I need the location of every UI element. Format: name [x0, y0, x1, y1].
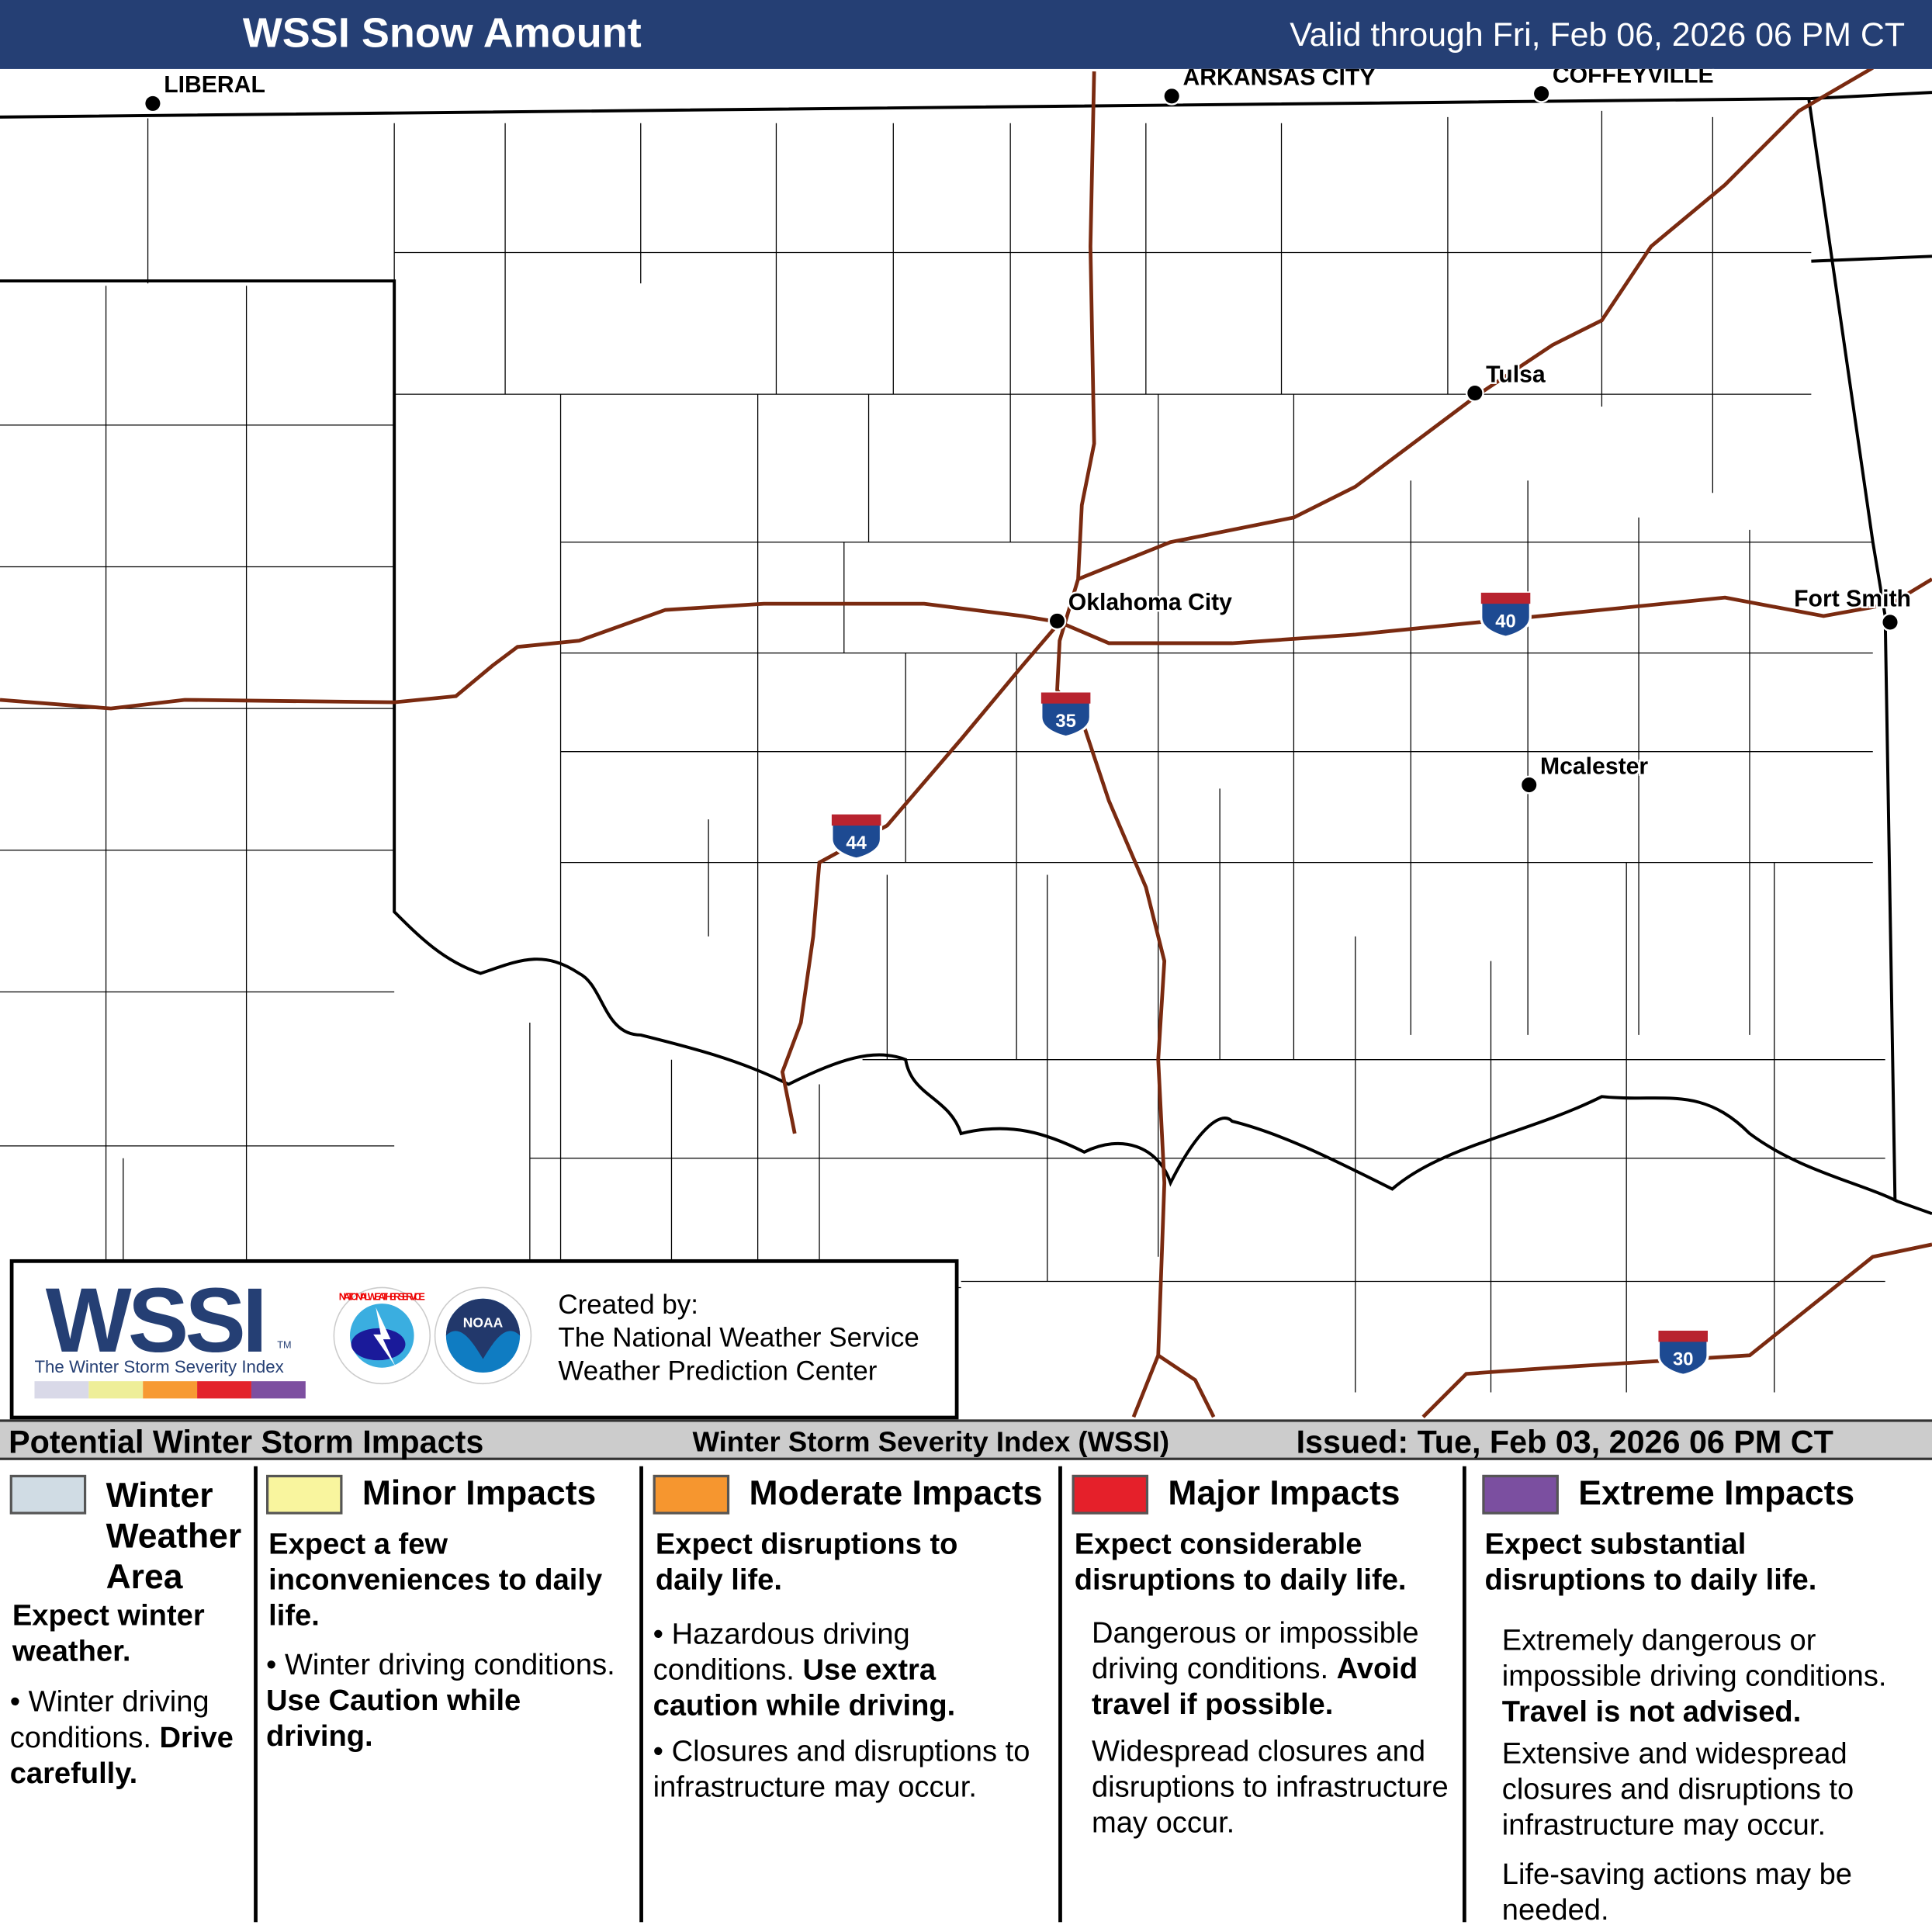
city-fort-smith: Fort Smith: [1794, 586, 1911, 611]
bullet-text: Hazardous driving conditions.: [653, 1618, 910, 1687]
category-title: Major Impacts: [1168, 1473, 1401, 1512]
color-swatch: [1072, 1474, 1149, 1515]
category-title: Winter Weather Area: [106, 1476, 242, 1596]
trademark: TM: [277, 1339, 292, 1351]
color-swatch: [1482, 1474, 1559, 1515]
city-mcalester: Mcalester: [1540, 753, 1648, 779]
color-swatch: [266, 1474, 343, 1515]
city-tulsa: Tulsa: [1486, 362, 1546, 387]
created-by: Created by: The National Weather Service…: [558, 1287, 919, 1387]
credits-box: WSSI TM The Winter Storm Severity Index …: [9, 1259, 959, 1420]
bullet-emphasis: Use extra caution while driving.: [653, 1653, 956, 1723]
org-nws: The National Weather Service: [558, 1321, 919, 1353]
bullet: • Closures and disruptions to infrastruc…: [653, 1734, 1030, 1804]
bullet: Dangerous or impossible driving conditio…: [1092, 1615, 1459, 1723]
city-dot: [1519, 775, 1539, 795]
interstate-40-shield: 40: [1480, 591, 1532, 639]
scale-swatch: [88, 1381, 144, 1399]
bullet: • Winter driving conditions. Drive caref…: [9, 1685, 234, 1791]
interstate-44-shield: 44: [830, 813, 883, 860]
city-dot: [1162, 86, 1182, 106]
shield-number: 30: [1673, 1349, 1693, 1370]
county-lines: [0, 110, 1885, 1393]
city-arkansas-city: ARKANSAS CITY: [1182, 69, 1375, 91]
bullet: • Hazardous driving conditions. Use extr…: [653, 1618, 956, 1723]
category-winter-weather-area: Winter Weather Area Expect winter weathe…: [9, 1463, 254, 1925]
bullet: Extremely dangerous or impossible drivin…: [1502, 1622, 1927, 1729]
shield-number: 40: [1495, 611, 1515, 632]
bullet-text: Extremely dangerous or impossible drivin…: [1501, 1623, 1887, 1693]
city-dot: [1047, 611, 1067, 631]
bullet-text: Dangerous or impossible driving conditio…: [1091, 1616, 1419, 1686]
valid-time: Valid through Fri, Feb 06, 2026 06 PM CT: [1290, 16, 1906, 54]
city-dot: [1465, 383, 1484, 403]
bullet-text: Winter driving conditions.: [284, 1648, 615, 1682]
bullet-emphasis: Use Caution while driving.: [266, 1684, 521, 1754]
category-lead: Expect a few inconveniences to daily lif…: [268, 1528, 603, 1633]
wssi-color-scale: [34, 1381, 306, 1399]
impacts-title: Potential Winter Storm Impacts: [9, 1423, 484, 1460]
bullet-emphasis: Drive carefully.: [9, 1721, 234, 1791]
interstate-shields: 40 35 44 30: [830, 591, 1709, 1376]
nws-logo: NATIONAL WEATHER SERVICE: [333, 1286, 431, 1385]
wssi-logo: WSSI: [45, 1269, 268, 1372]
index-name: Winter Storm Severity Index (WSSI): [692, 1425, 1170, 1458]
wssi-subtitle: The Winter Storm Severity Index: [34, 1356, 284, 1376]
scale-swatch: [251, 1381, 306, 1399]
city-dot: [1532, 84, 1551, 103]
category-lead: Expect disruptions to daily life.: [655, 1528, 958, 1598]
color-swatch: [653, 1474, 730, 1515]
scale-swatch: [197, 1381, 251, 1399]
category-title: Extreme Impacts: [1578, 1473, 1855, 1512]
divider: [639, 1466, 643, 1923]
bullet: • Winter driving conditions. Use Caution…: [266, 1648, 615, 1754]
noaa-logo: NOAA: [434, 1286, 532, 1385]
impacts-header-bar: Potential Winter Storm Impacts Winter St…: [0, 1419, 1932, 1460]
noaa-text: NOAA: [463, 1314, 504, 1330]
city-dot: [144, 94, 162, 113]
category-lead: Expect substantial disruptions to daily …: [1484, 1528, 1817, 1598]
city-liberal: LIBERAL: [164, 72, 265, 98]
category-title: Moderate Impacts: [749, 1473, 1043, 1512]
category-extreme-impacts: Extreme Impacts Expect substantial disru…: [1482, 1463, 1927, 1927]
city-oklahoma-city: Oklahoma City: [1068, 590, 1232, 615]
category-minor-impacts: Minor Impacts Expect a few inconvenience…: [266, 1463, 635, 1925]
city-labels: LIBERAL ARKANSAS CITY COFFEYVILLE Tulsa …: [144, 69, 1913, 795]
interstate-35-shield: 35: [1040, 691, 1092, 739]
issued-time: Issued: Tue, Feb 03, 2026 06 PM CT: [1296, 1423, 1833, 1460]
scale-swatch: [34, 1381, 89, 1399]
state-borders: [0, 91, 1932, 1216]
color-swatch: [9, 1474, 87, 1515]
header-bar: WSSI Snow Amount Valid through Fri, Feb …: [0, 0, 1932, 69]
created-by-label: Created by:: [558, 1289, 698, 1320]
bullet: Widespread closures and disruptions to i…: [1091, 1734, 1449, 1840]
shield-number: 44: [846, 833, 867, 853]
divider: [254, 1466, 258, 1923]
category-lead: Expect considerable disruptions to daily…: [1074, 1528, 1407, 1598]
bullet: Extensive and widespread closures and di…: [1501, 1737, 1854, 1843]
category-title: Minor Impacts: [362, 1473, 597, 1512]
org-wpc: Weather Prediction Center: [558, 1355, 878, 1387]
bullet-text: Closures and disruptions to infrastructu…: [653, 1734, 1030, 1804]
nws-text: NATIONAL WEATHER SERVICE: [339, 1291, 425, 1302]
bullet-emphasis: Travel is not advised.: [1501, 1695, 1802, 1729]
divider: [1462, 1466, 1466, 1923]
bullet-text: Winter driving conditions.: [9, 1685, 209, 1755]
interstate-30-shield: 30: [1657, 1329, 1709, 1376]
city-coffeyville: COFFEYVILLE: [1553, 69, 1714, 88]
divider: [1058, 1466, 1062, 1923]
map-title: WSSI Snow Amount: [242, 9, 642, 57]
interstate-highways: [0, 68, 1932, 1418]
bullet: Life-saving actions may be needed.: [1501, 1858, 1853, 1927]
bullet-emphasis: Avoid travel if possible.: [1091, 1652, 1418, 1722]
shield-number: 35: [1055, 711, 1075, 732]
city-dot: [1881, 613, 1899, 632]
map: 40 35 44 30 LIBERAL ARKANSAS CITY COFFEY…: [0, 68, 1932, 1418]
category-moderate-impacts: Moderate Impacts Expect disruptions to d…: [653, 1463, 1054, 1925]
category-major-impacts: Major Impacts Expect considerable disrup…: [1072, 1463, 1460, 1925]
category-lead: Expect winter weather.: [12, 1599, 205, 1669]
scale-swatch: [143, 1381, 198, 1399]
